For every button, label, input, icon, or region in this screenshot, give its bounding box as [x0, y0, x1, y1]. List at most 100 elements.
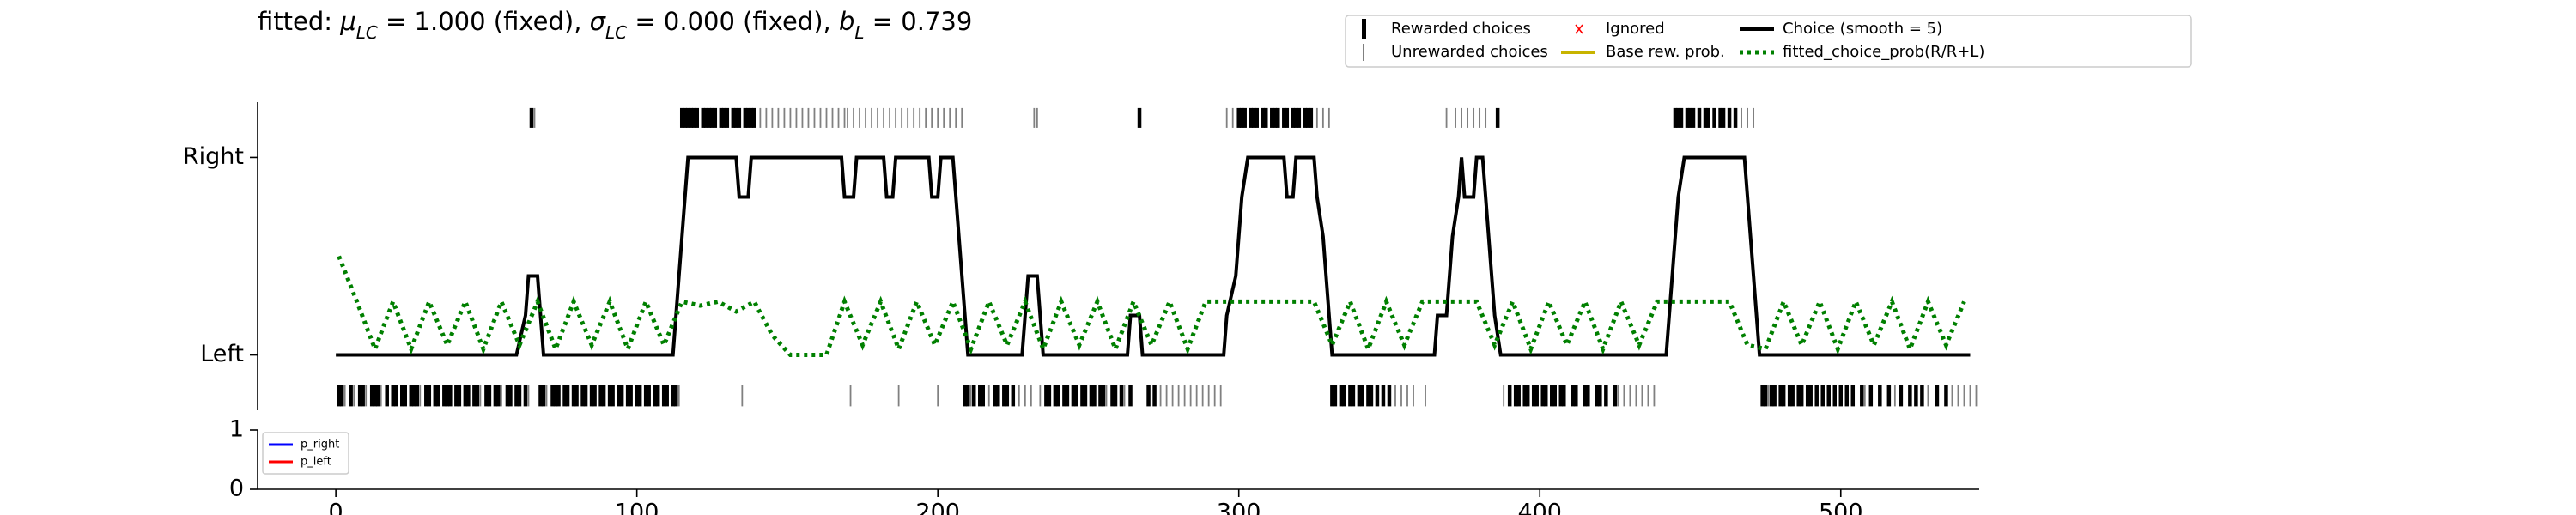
unrewarded-tick [1445, 107, 1448, 128]
rewarded-tick [1688, 107, 1692, 128]
rewarded-tick [1550, 385, 1554, 407]
unrewarded-tick [1741, 107, 1742, 128]
rewarded-tick [1796, 385, 1801, 407]
title-part: L [854, 22, 864, 43]
rewarded-tick [1285, 107, 1290, 128]
rewarded-tick [719, 107, 724, 128]
rewarded-tick [643, 385, 648, 407]
unrewarded-tick [1951, 385, 1953, 407]
rewarded-tick [1679, 107, 1684, 128]
unrewarded-tick [1473, 107, 1475, 128]
rewarded-tick [1366, 385, 1370, 407]
rewarded-tick [1838, 385, 1844, 407]
rewarded-tick [339, 385, 344, 407]
rewarded-tick [475, 385, 480, 407]
rewarded-tick [617, 385, 621, 407]
unrewarded-tick [987, 385, 990, 407]
unrewarded-tick [1105, 385, 1108, 407]
rewarded-tick [673, 385, 678, 407]
rewarded-tick [400, 385, 404, 407]
unrewarded-tick [1219, 385, 1222, 407]
rewarded-tick [749, 107, 754, 128]
unrewarded-tick [1461, 107, 1462, 128]
rewarded-tick [1119, 385, 1124, 407]
rewarded-tick [1878, 385, 1882, 407]
unrewarded-tick [1406, 385, 1408, 407]
rewarded-tick [454, 385, 459, 407]
rewarded-tick [611, 385, 615, 407]
rewarded-tick [655, 385, 660, 407]
rewarded-tick [583, 385, 588, 407]
rewarded-tick [1348, 385, 1352, 407]
rewarded-tick [1303, 107, 1308, 128]
rewarded-tick [1935, 385, 1940, 407]
unrewarded-tick [1213, 385, 1216, 407]
rewarded-tick [505, 385, 510, 407]
rewarded-tick [484, 385, 489, 407]
rewarded-tick [1333, 385, 1338, 407]
rewarded-tick [965, 385, 970, 407]
rewarded-tick [692, 107, 696, 128]
rewarded-tick [337, 385, 341, 407]
x-tick-label: 200 [915, 500, 960, 515]
rewarded-tick [1763, 385, 1768, 407]
rewarded-tick [1261, 107, 1266, 128]
rewarded-tick [625, 385, 630, 407]
legend-label: p_right [301, 439, 339, 451]
unrewarded-tick [901, 107, 903, 128]
unrewarded-tick [897, 385, 900, 407]
rewarded-tick [1805, 385, 1810, 407]
unrewarded-tick [813, 107, 816, 128]
rewarded-tick [971, 385, 976, 407]
unrewarded-tick [961, 107, 963, 128]
rewarded-tick [466, 385, 471, 407]
unrewarded-tick [545, 385, 548, 407]
rewarded-tick [1697, 107, 1702, 128]
title-part: σ [590, 7, 607, 36]
unrewarded-tick [1455, 107, 1456, 128]
unrewarded-tick [1485, 107, 1487, 128]
rewarded-tick [1673, 107, 1678, 128]
unrewarded-tick [937, 107, 939, 128]
rewarded-tick [1092, 385, 1097, 407]
rewarded-tick [607, 385, 612, 407]
rewarded-tick [695, 107, 700, 128]
rewarded-tick [1342, 385, 1346, 407]
rewarded-tick [1703, 107, 1708, 128]
rewarded-tick [731, 107, 736, 128]
rewarded-tick [1733, 107, 1738, 128]
unrewarded-tick [1893, 385, 1896, 407]
unrewarded-tick [1201, 385, 1204, 407]
rewarded-tick [637, 385, 642, 407]
unrewarded-tick [1400, 385, 1402, 407]
rewarded-tick [1552, 385, 1558, 407]
rewarded-tick [403, 385, 408, 407]
rewarded-tick [565, 385, 570, 407]
unrewarded-tick [1177, 385, 1180, 407]
unrewarded-tick [847, 107, 848, 128]
unrewarded-tick [1171, 385, 1174, 407]
rewarded-tick [1062, 385, 1066, 407]
rewarded-tick [541, 385, 546, 407]
rewarded-tick [1886, 385, 1892, 407]
rewarded-tick [562, 385, 567, 407]
rewarded-tick [493, 385, 498, 407]
unrewarded-tick [1033, 107, 1036, 128]
unrewarded-tick [765, 107, 768, 128]
rewarded-tick [442, 385, 447, 407]
unrewarded-tick [777, 107, 780, 128]
unrewarded-tick [865, 107, 866, 128]
rewarded-tick [538, 385, 543, 407]
rewarded-tick [393, 385, 398, 407]
rewarded-tick [529, 107, 534, 128]
rewarded-tick [1297, 107, 1302, 128]
title-part: LC [356, 22, 378, 43]
rewarded-tick [1525, 385, 1530, 407]
rewarded-tick [1772, 385, 1777, 407]
rewarded-tick [653, 385, 657, 407]
unrewarded-tick [1231, 107, 1234, 128]
rewarded-tick [1685, 107, 1690, 128]
rewarded-tick [671, 385, 675, 407]
rewarded-tick [1251, 107, 1256, 128]
unrewarded-tick [380, 385, 382, 407]
